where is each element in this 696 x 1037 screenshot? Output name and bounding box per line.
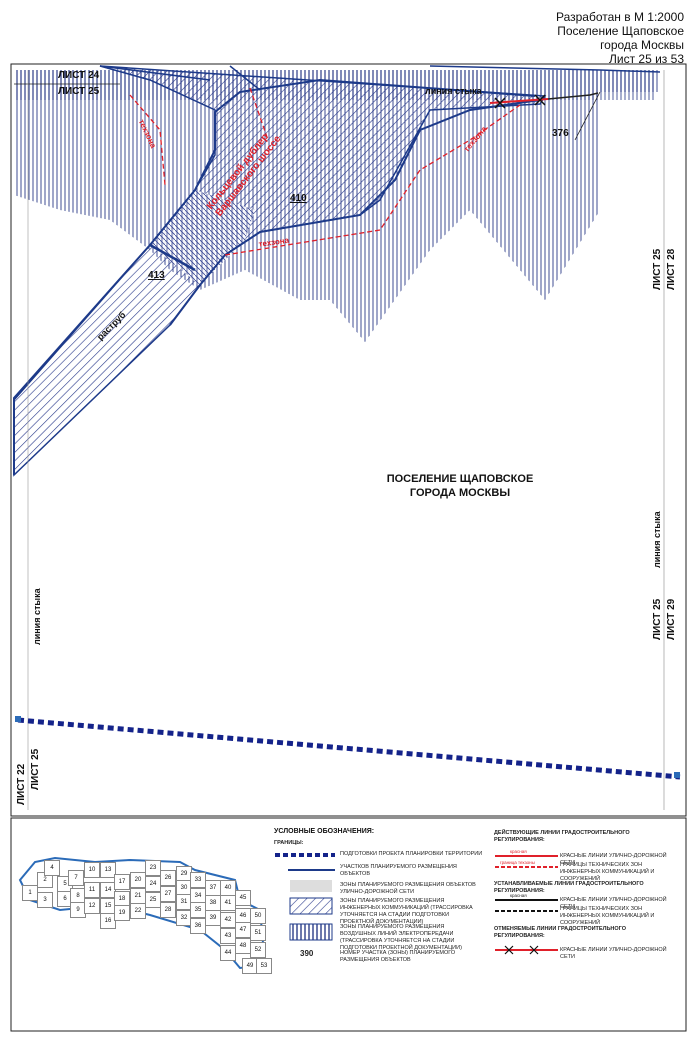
index-map-cell: 7 [68, 870, 84, 886]
parcel-border [13, 78, 536, 475]
sheet-label-28: ЛИСТ 28 [666, 248, 677, 290]
index-map-cell: 47 [235, 922, 251, 938]
index-map-cell: 20 [130, 872, 146, 888]
index-map-cell: 50 [250, 908, 266, 924]
map-frame [10, 63, 687, 817]
index-map-cell: 36 [190, 918, 206, 934]
join-label-left: линия стыка [32, 588, 42, 645]
index-map-cell: 39 [205, 910, 221, 926]
index-map-cell: 16 [100, 913, 116, 929]
parcel-border-3 [99, 65, 261, 91]
index-map-cell: 38 [205, 895, 221, 911]
index-map-cell: 52 [250, 942, 266, 958]
index-map-cell: 28 [160, 902, 176, 918]
tech-zone-line-3 [249, 87, 269, 141]
settlement-title: Поселение Щаповское [557, 24, 684, 38]
index-map-cell: 22 [130, 903, 146, 919]
index-map-cell: 17 [114, 874, 130, 890]
index-map-cell: 25 [145, 892, 161, 908]
index-map-cell: 23 [145, 860, 161, 876]
index-map-cell: 9 [70, 902, 86, 918]
sheet-label-25-left: ЛИСТ 25 [30, 748, 41, 790]
legend-frame [10, 817, 687, 1032]
legend-existing: ДЕЙСТВУЮЩИЕ ЛИНИИ ГРАДОСТРОИТЕЛЬНОГО РЕГ… [494, 830, 630, 843]
legend-item-5: ЗОНЫ ПЛАНИРУЕМОГО РАЗМЕЩЕНИЯ ВОЗДУШНЫХ Л… [340, 924, 462, 951]
index-map-cell: 33 [190, 872, 206, 888]
parcel-border-2 [169, 99, 541, 326]
index-map-cell: 4 [44, 860, 60, 876]
index-map-cell: 1 [22, 885, 38, 901]
index-map-cell: 37 [205, 880, 221, 896]
legend-num: 390 [300, 949, 314, 958]
join-label-top: линия стыка [425, 86, 482, 96]
index-map-cell: 3 [37, 892, 53, 908]
parcel-number-376: 376 [552, 128, 569, 139]
tech-zone-line [129, 94, 166, 186]
top-blue-line [429, 65, 661, 73]
settlement-line1: ПОСЕЛЕНИЕ ЩАПОВСКОЕ [386, 473, 534, 485]
tech-zone-line-2 [224, 104, 521, 256]
index-map-cell: 11 [84, 882, 100, 898]
parcel-number-410: 410 [290, 193, 307, 204]
legend-tiny-red: красная [510, 849, 527, 854]
title-block: Разработан в М 1:2000 Поселение Щаповско… [556, 10, 684, 66]
index-map-cell: 35 [190, 902, 206, 918]
index-map-cell: 40 [220, 880, 236, 896]
legend-item-2: УЧАСТКОВ ПЛАНИРУЕМОГО РАЗМЕЩЕНИЯ ОБЪЕКТО… [340, 864, 457, 877]
legend-r2: ГРАНИЦЫ ТЕХНИЧЕСКИХ ЗОН ИНЖЕНЕРНЫХ КОММУ… [560, 862, 655, 882]
scale-note: Разработан в М 1:2000 [555, 10, 684, 24]
index-map-cell: 45 [235, 890, 251, 906]
legend-r5: КРАСНЫЕ ЛИНИИ УЛИЧНО-ДОРОЖНОЙ СЕТИ [560, 947, 667, 960]
settlement-line2: ГОРОДА МОСКВЫ [409, 487, 511, 499]
index-map-cell: 41 [220, 895, 236, 911]
legend-item-1: ПОДГОТОВКИ ПРОЕКТА ПЛАНИРОВКИ ТЕРРИТОРИИ [340, 851, 483, 857]
index-map-cell: 43 [220, 928, 236, 944]
legend-r1: КРАСНЫЕ ЛИНИИ УЛИЧНО-ДОРОЖНОЙ СЕТИ [560, 853, 667, 866]
settlement-label: ПОСЕЛЕНИЕ ЩАПОВСКОЕ ГОРОДА МОСКВЫ [360, 472, 560, 500]
index-map-cell: 19 [114, 905, 130, 921]
legend-r4: ГРАНИЦЫ ТЕХНИЧЕСКИХ ЗОН ИНЖЕНЕРНЫХ КОММУ… [560, 906, 655, 926]
index-map-cell: 51 [250, 925, 266, 941]
index-map-cell: 14 [100, 882, 116, 898]
sheet-label-24: ЛИСТ 24 [58, 70, 100, 81]
legend-item-3: ЗОНЫ ПЛАНИРУЕМОГО РАЗМЕЩЕНИЯ ОБЪЕКТОВ УЛ… [340, 882, 476, 895]
index-map-cell: 12 [84, 898, 100, 914]
legend-item-4: ЗОНЫ ПЛАНИРУЕМОГО РАЗМЕЩЕНИЯ ИНЖЕНЕРНЫХ … [340, 898, 473, 925]
legend-established: УСТАНАВЛИВАЕМЫЕ ЛИНИИ ГРАДОСТРОИТЕЛЬНОГО… [494, 881, 644, 894]
legend-cancelled: ОТМЕНЯЕМЫЕ ЛИНИИ ГРАДОСТРОИТЕЛЬНОГО РЕГУ… [494, 926, 626, 939]
index-map-cell: 10 [84, 862, 100, 878]
sheet-label-22: ЛИСТ 22 [16, 763, 27, 805]
index-map-cell: 2 [37, 872, 53, 888]
index-map-cell: 44 [220, 945, 236, 961]
sheet-number: Лист 25 из 53 [609, 52, 684, 66]
planning-border [17, 717, 681, 780]
index-map-cell: 53 [256, 958, 272, 974]
legend-r3: КРАСНЫЕ ЛИНИИ УЛИЧНО-ДОРОЖНОЙ СЕТИ [560, 897, 667, 910]
index-map-cell: 24 [145, 876, 161, 892]
join-label-right: линия стыка [652, 511, 662, 568]
sheet-label-25-top: ЛИСТ 25 [58, 86, 100, 97]
sheet-label-25-r1: ЛИСТ 25 [652, 248, 663, 290]
sheet-label-25-r2: ЛИСТ 25 [652, 598, 663, 640]
legend-item-6: НОМЕР УЧАСТКА (ЗОНЫ) ПЛАНИРУЕМОГО РАЗМЕЩ… [340, 950, 456, 963]
index-map-cell: 26 [160, 870, 176, 886]
index-map-cell: 21 [130, 888, 146, 904]
legend-tiny-red2: граница техзоны [500, 860, 535, 865]
index-map-cell: 48 [235, 938, 251, 954]
legend-tiny-black: красная [510, 893, 527, 898]
parcel-number-413: 413 [148, 270, 165, 281]
city-title: города Москвы [600, 38, 684, 52]
sheet-label-29: ЛИСТ 29 [666, 598, 677, 640]
index-map-cell: 27 [160, 886, 176, 902]
index-map-cell: 42 [220, 912, 236, 928]
legend-title: УСЛОВНЫЕ ОБОЗНАЧЕНИЯ: [274, 828, 375, 835]
legend-borders: ГРАНИЦЫ: [274, 840, 304, 846]
index-map-cell: 13 [100, 862, 116, 878]
